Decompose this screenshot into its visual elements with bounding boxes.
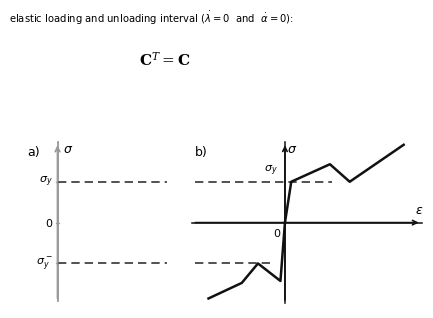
- Text: $\sigma$: $\sigma$: [63, 143, 73, 156]
- Text: $\sigma_y$: $\sigma_y$: [39, 175, 53, 189]
- Text: $\sigma$: $\sigma$: [287, 143, 297, 156]
- Text: $0$: $0$: [273, 227, 281, 239]
- Text: a): a): [28, 146, 40, 159]
- Text: elastic loading and unloading interval ($\dot{\lambda} = 0$  and  $\dot{\alpha} : elastic loading and unloading interval (…: [9, 10, 294, 27]
- Text: $\sigma_y$: $\sigma_y$: [264, 163, 278, 178]
- Text: b): b): [195, 146, 208, 159]
- Text: $0$: $0$: [45, 217, 53, 229]
- Text: $\sigma_y^-$: $\sigma_y^-$: [36, 255, 53, 272]
- Text: $\varepsilon$: $\varepsilon$: [415, 204, 423, 217]
- Text: $\mathbf{C}^T = \mathbf{C}$: $\mathbf{C}^T = \mathbf{C}$: [139, 51, 191, 69]
